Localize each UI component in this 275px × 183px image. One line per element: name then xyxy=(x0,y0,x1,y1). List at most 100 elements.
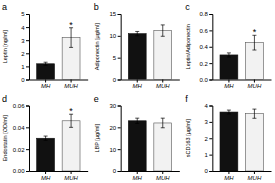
x-tick: MUH xyxy=(248,80,262,90)
figure: 012345MHMUHLeptin [ng/ml]a*051015MHMUHAd… xyxy=(0,0,275,183)
error-bar-cap xyxy=(44,136,48,137)
tick-mark xyxy=(26,80,29,81)
bar xyxy=(37,138,55,171)
x-tick: MUH xyxy=(64,80,78,90)
error-bar xyxy=(135,31,139,35)
tick-label: MH xyxy=(224,83,234,89)
tick-label: MUH xyxy=(64,83,78,89)
y-tick: 1 xyxy=(21,64,29,70)
panel: 051015MHMUHAdiponectin [µg/ml]b xyxy=(94,2,180,89)
y-tick: 5 xyxy=(21,11,29,17)
error-bar xyxy=(161,25,165,36)
x-axis: MH MUH xyxy=(213,171,272,181)
tick-mark xyxy=(137,80,138,83)
y-tick: 0.8 xyxy=(199,11,212,17)
tick-mark xyxy=(209,14,212,15)
y-axis: 0.0 0.2 0.4 0.6 0.8 xyxy=(199,11,212,83)
tick-mark xyxy=(209,171,212,172)
tick-mark xyxy=(26,149,29,150)
x-tick: MH xyxy=(224,171,234,181)
tick-label: 0.2 xyxy=(199,61,208,67)
tick-label: 0.00 xyxy=(13,168,25,174)
error-bar-cap xyxy=(227,110,231,111)
tick-mark xyxy=(71,171,72,174)
y-tick: 0 xyxy=(113,77,121,83)
error-bar-cap xyxy=(227,56,231,57)
error-bar-stem xyxy=(162,25,163,36)
plot-area xyxy=(37,28,80,80)
y-tick: 10 xyxy=(109,147,120,153)
axis-line xyxy=(30,171,89,172)
y-tick: 0.4 xyxy=(199,44,212,50)
error-bar-cap xyxy=(161,118,165,119)
error-bar-cap xyxy=(227,114,231,115)
tick-mark xyxy=(254,171,255,174)
tick-label: 0.02 xyxy=(13,147,25,153)
tick-label: 0.6 xyxy=(199,28,208,34)
error-bar xyxy=(252,109,256,118)
panel-label: e xyxy=(94,94,99,104)
bar xyxy=(37,64,55,80)
panel-label: c xyxy=(185,2,190,12)
error-bar-cap xyxy=(44,140,48,141)
tick-label: 2 xyxy=(204,136,208,142)
y-tick: 0 xyxy=(21,77,29,83)
tick-mark xyxy=(209,30,212,31)
axis-line xyxy=(26,15,30,81)
bar xyxy=(220,55,238,80)
x-axis: MH MUH xyxy=(213,80,272,90)
axis-line xyxy=(26,106,30,172)
y-axis: 01234 xyxy=(204,103,212,175)
y-tick: 0.00 xyxy=(13,168,29,174)
tick-mark xyxy=(26,40,29,41)
tick-label: 0.0 xyxy=(199,77,208,83)
error-bar-cap xyxy=(44,62,48,63)
panel-label: a xyxy=(2,2,7,12)
tick-label: 5 xyxy=(113,55,117,61)
tick-mark xyxy=(26,27,29,28)
error-bar xyxy=(227,110,231,114)
tick-mark xyxy=(209,80,212,81)
y-tick: 3 xyxy=(204,119,212,125)
tick-label: 10 xyxy=(109,33,116,39)
tick-label: 3 xyxy=(204,119,208,125)
y-tick: 2 xyxy=(204,136,212,142)
y-tick: 30 xyxy=(109,103,120,109)
tick-label: 0 xyxy=(204,168,208,174)
tick-label: 20 xyxy=(109,125,116,131)
error-bar-cap xyxy=(252,50,256,51)
axis-title: Adiponectin [µg/ml] xyxy=(94,23,100,70)
error-bar-stem xyxy=(137,118,138,123)
x-tick: MH xyxy=(133,171,143,181)
y-tick: 2 xyxy=(21,51,29,57)
x-tick: MUH xyxy=(156,80,170,90)
significance-marker: * xyxy=(69,106,73,116)
axis-line xyxy=(118,106,122,172)
tick-mark xyxy=(228,171,229,174)
error-bar xyxy=(227,53,231,57)
tick-mark xyxy=(26,66,29,67)
error-bar xyxy=(135,118,139,123)
tick-label: 2 xyxy=(21,51,25,57)
tick-label: 0 xyxy=(21,77,25,83)
y-tick: 0.06 xyxy=(13,103,29,109)
tick-mark xyxy=(118,80,121,81)
significance-marker: * xyxy=(253,27,257,37)
error-bar-cap xyxy=(69,47,73,48)
tick-mark xyxy=(118,14,121,15)
axis-line xyxy=(213,80,272,81)
tick-label: MUH xyxy=(248,175,262,181)
axis-title: Leptin/Adiponectin xyxy=(185,24,191,69)
tick-mark xyxy=(209,63,212,64)
bar xyxy=(245,114,263,171)
tick-label: 0 xyxy=(113,77,117,83)
axis-line xyxy=(213,171,272,172)
error-bar-cap xyxy=(161,127,165,128)
error-bar xyxy=(44,136,48,140)
plot-area xyxy=(37,114,80,171)
error-bar xyxy=(161,118,165,128)
tick-label: MH xyxy=(41,175,51,181)
x-tick: MUH xyxy=(156,171,170,181)
tick-label: 0.04 xyxy=(13,125,25,131)
error-bar-cap xyxy=(135,31,139,32)
